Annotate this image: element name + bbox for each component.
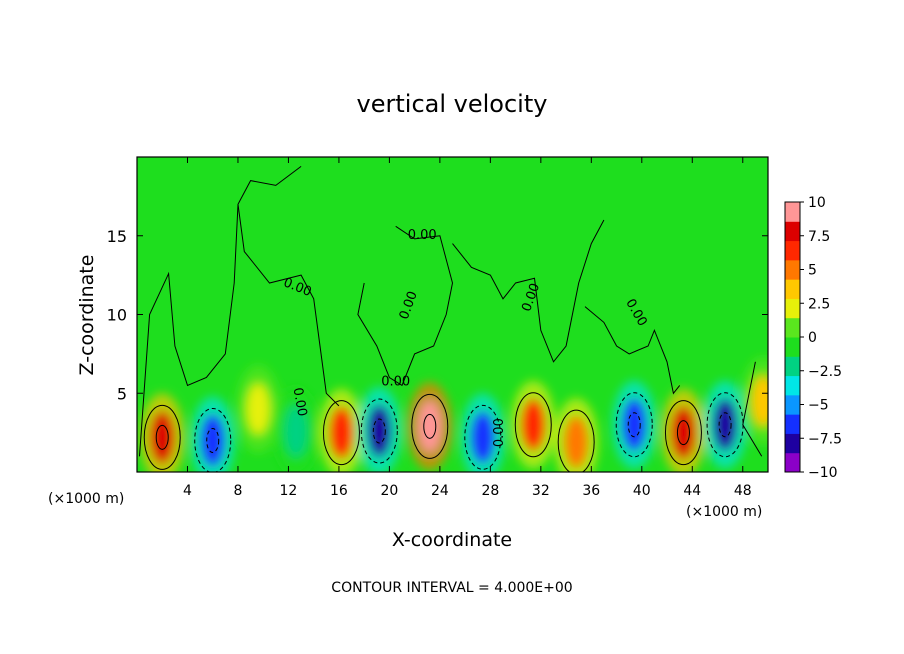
x-tick-label: 16 [330, 483, 348, 499]
contour-line-inner [206, 428, 220, 453]
contour-line [322, 400, 360, 466]
contour-lines [139, 166, 763, 472]
x-unit-label-left: (×1000 m) [48, 491, 124, 507]
colorbar-swatch [785, 279, 800, 299]
zero-contour-line [139, 166, 302, 457]
colorbar: 10 7.5 5 2.5 0 −2.5 −5 −7.5 −10 [784, 195, 842, 481]
colorbar-tick-label: −5 [808, 398, 829, 414]
contour-line [464, 404, 502, 470]
velocity-cell [470, 411, 495, 464]
y-tick-label: 5 [117, 384, 127, 403]
colorbar-tick-label: −10 [808, 465, 838, 481]
velocity-cell [284, 405, 309, 458]
x-tick-label: 36 [582, 483, 600, 499]
y-axis-ticks: 5 10 15 [107, 227, 768, 403]
colorbar-swatch [785, 337, 800, 357]
zero-contour-line [452, 219, 605, 363]
contour-line [411, 393, 449, 459]
contour-line [143, 404, 181, 470]
velocity-cell [150, 411, 175, 464]
x-unit-label-right: (×1000 m) [686, 504, 762, 520]
colorbar-swatch [785, 202, 800, 222]
colorbar-swatch [785, 375, 800, 396]
contour-line-inner [155, 424, 169, 450]
colorbar-tick-label: 2.5 [808, 296, 830, 312]
y-tick-label: 10 [107, 306, 127, 325]
x-tick-label: 12 [280, 483, 298, 499]
velocity-cell [713, 398, 738, 451]
x-tick-label: 44 [683, 483, 701, 499]
colorbar-tick-label: 7.5 [808, 229, 830, 245]
velocity-cell [750, 375, 768, 428]
contour-value-label: 0.00 [290, 387, 310, 418]
y-tick-label: 15 [107, 227, 127, 246]
x-axis-ticks: 4 8 12 16 20 24 28 32 36 40 44 48 [183, 157, 752, 499]
velocity-cell [367, 405, 392, 458]
contour-line-inner [423, 413, 437, 439]
contour-line [514, 392, 552, 458]
velocity-cell [671, 406, 696, 459]
zero-contour-line [742, 361, 763, 457]
x-tick-label: 4 [183, 483, 192, 499]
colorbar-swatch [785, 394, 800, 415]
plot-area: 0.000.000.000.000.00 0.000.000.00 [137, 157, 768, 472]
contour-line [664, 400, 702, 466]
colorbar-tick-label: 5 [808, 263, 817, 279]
contour-value-label: 0.00 [492, 418, 507, 447]
contour-line-inner [676, 420, 690, 446]
velocity-cell [329, 406, 354, 459]
x-tick-label: 24 [431, 483, 449, 499]
colorbar-swatch [785, 259, 800, 280]
contour-line [360, 398, 398, 464]
contour-line [557, 409, 595, 472]
x-axis-label: X-coordinate [392, 529, 512, 551]
x-tick-label: 32 [532, 483, 550, 499]
zero-contour-line [357, 225, 454, 387]
x-tick-label: 20 [380, 483, 398, 499]
colorbar-tick-label: 10 [808, 195, 826, 211]
x-tick-label: 28 [481, 483, 499, 499]
velocity-cell [622, 398, 647, 451]
x-tick-label: 48 [734, 483, 752, 499]
velocity-cell [200, 414, 225, 467]
contour-line-inner [718, 412, 732, 438]
colorbar-tick-label: −2.5 [808, 364, 842, 380]
velocity-cell [521, 398, 546, 451]
colorbar-swatch [785, 317, 800, 338]
colorbar-swatch [785, 221, 800, 242]
contour-value-label: 0.00 [408, 228, 437, 243]
colorbar-swatch [785, 356, 800, 377]
contour-line [615, 392, 653, 458]
colorbar-swatch [785, 298, 800, 319]
velocity-cell [417, 400, 442, 453]
y-axis-label: Z-coordinate [76, 255, 98, 376]
zero-contour-line [584, 306, 681, 395]
zero-contour-line [237, 204, 340, 407]
colorbar-tick-label: −7.5 [808, 431, 842, 447]
velocity-cells [140, 357, 768, 472]
colorbar-swatch [785, 433, 800, 454]
colorbar-swatch [785, 414, 800, 434]
contour-line-inner [372, 418, 386, 444]
x-tick-label: 8 [233, 483, 242, 499]
contour-line [194, 408, 232, 472]
velocity-cell [564, 416, 589, 469]
contour-value-label: 0.00 [381, 374, 410, 389]
colorbar-tick-label: 0 [808, 330, 817, 346]
contour-line-inner [627, 412, 641, 438]
x-tick-label: 40 [633, 483, 651, 499]
colorbar-swatch [785, 240, 800, 261]
colorbar-swatch [785, 452, 800, 473]
velocity-cell [246, 383, 271, 435]
contour-interval-note: CONTOUR INTERVAL = 4.000E+00 [331, 580, 572, 596]
chart-title: vertical velocity [357, 90, 548, 118]
